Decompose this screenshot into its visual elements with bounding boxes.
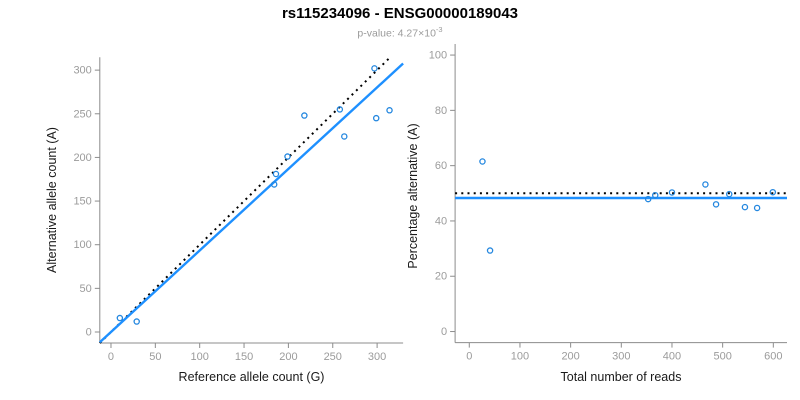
x-tick-label: 0 <box>466 351 472 363</box>
data-point <box>741 203 749 211</box>
y-tick-label: 250 <box>73 108 91 120</box>
x-tick-label: 300 <box>368 351 386 363</box>
chart-allele-counts: 0 50 100 150 200 250 300 0 50 100 150 200 250 300 Refe… <box>45 56 404 384</box>
data-point <box>133 318 140 325</box>
data-point <box>270 181 278 188</box>
fit-line <box>98 62 404 344</box>
data-point <box>652 191 659 199</box>
x-tick-label: 400 <box>663 351 681 363</box>
y-tick-label: 150 <box>73 196 91 208</box>
data-point <box>116 314 124 322</box>
plot-subtitle: p-value: 4.27×10-3 <box>0 25 800 40</box>
y-tick-label: 60 <box>435 160 447 172</box>
data-point <box>644 195 652 203</box>
data-point <box>336 106 344 113</box>
data-point <box>284 153 291 160</box>
y-tick-label: 100 <box>73 239 91 251</box>
data-point <box>386 107 393 114</box>
y-axis-title: Alternative allele count (A) <box>45 127 59 273</box>
chart-percentage-alternative: 0 100 200 300 400 500 600 0 20 40 60 80 100 Total num… <box>406 44 787 384</box>
x-tick-label: 300 <box>612 351 630 363</box>
y-tick-label: 0 <box>441 326 447 338</box>
y-tick-label: 200 <box>73 152 91 164</box>
y-tick-label: 300 <box>73 65 91 77</box>
data-point <box>668 189 676 196</box>
data-point <box>725 190 733 198</box>
x-axis-title: Total number of reads <box>561 370 682 384</box>
data-point <box>341 133 348 140</box>
pvalue-label: p-value: <box>357 27 395 40</box>
y-tick-label: 50 <box>80 283 92 295</box>
x-tick-label: 250 <box>324 351 342 363</box>
data-point <box>753 204 761 212</box>
y-tick-label: 80 <box>435 105 447 117</box>
x-tick-label: 100 <box>191 351 209 363</box>
pvalue-times-ten: ×10 <box>418 27 436 40</box>
data-point <box>272 170 280 178</box>
data-point <box>702 181 709 188</box>
x-tick-label: 0 <box>108 351 114 363</box>
data-point <box>486 247 494 254</box>
y-tick-label: 0 <box>86 327 92 339</box>
x-tick-label: 150 <box>235 351 253 363</box>
x-tick-label: 200 <box>561 351 579 363</box>
data-point <box>372 114 380 122</box>
x-tick-label: 50 <box>149 351 161 363</box>
data-point <box>712 201 720 208</box>
y-tick-label: 100 <box>429 50 447 62</box>
plot-title: rs115234096 - ENSG00000189043 <box>281 5 519 22</box>
y-tick-label: 20 <box>435 271 447 283</box>
pvalue-mantissa: 4.27 <box>397 27 419 40</box>
x-axis-title: Reference allele count (G) <box>179 370 325 384</box>
y-axis-title: Percentage alternative (A) <box>406 123 420 268</box>
identity-line <box>99 56 391 344</box>
data-point <box>479 158 486 165</box>
x-tick-label: 600 <box>764 351 782 363</box>
x-tick-label: 200 <box>279 351 297 363</box>
data-point <box>301 112 308 119</box>
pvalue-exponent: -3 <box>435 25 443 34</box>
data-point <box>769 188 777 196</box>
x-tick-label: 100 <box>511 351 529 363</box>
data-point <box>371 65 378 72</box>
y-tick-label: 40 <box>435 215 447 227</box>
x-tick-label: 500 <box>713 351 731 363</box>
